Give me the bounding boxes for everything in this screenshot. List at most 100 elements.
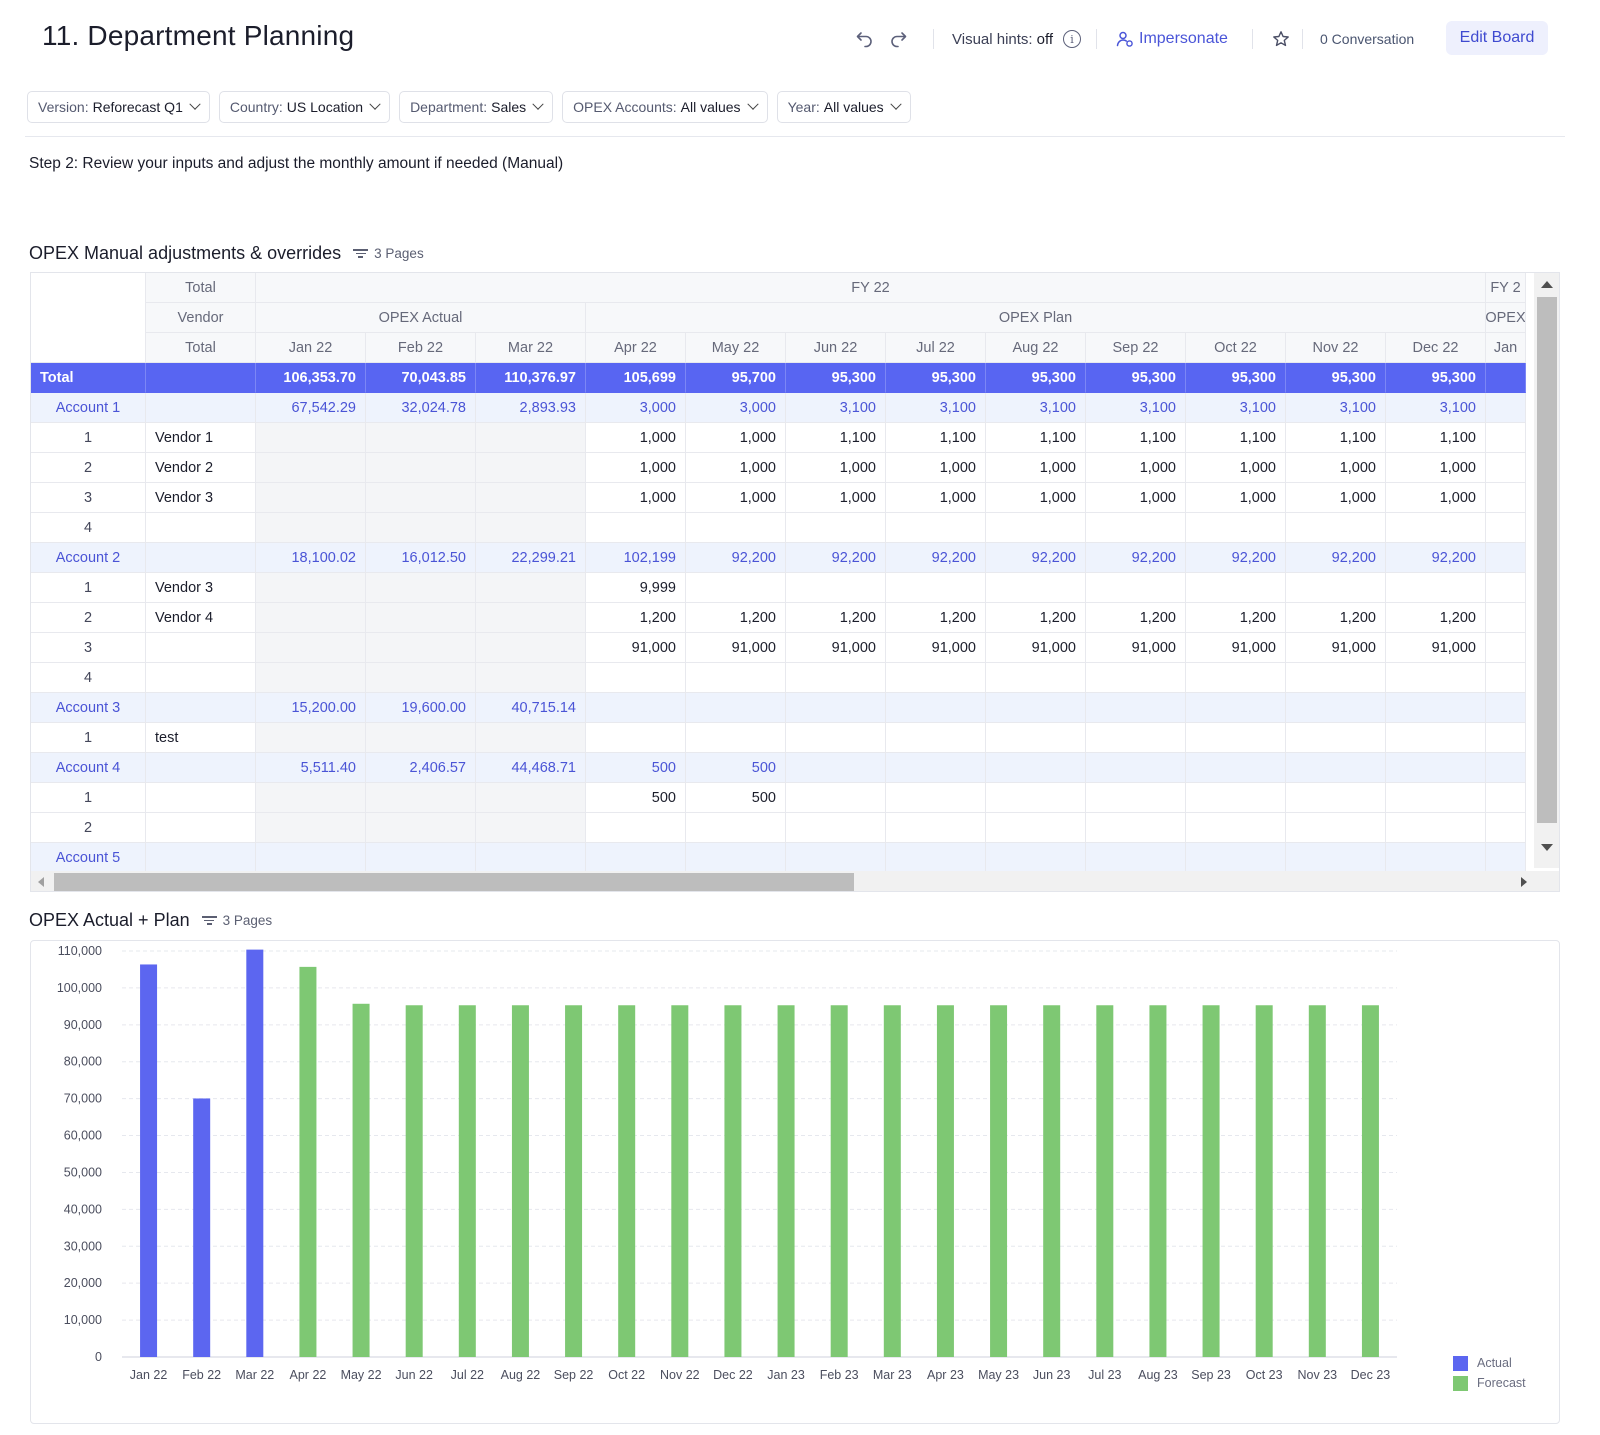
table-cell[interactable] [1486, 633, 1526, 663]
bar-forecast-12[interactable] [777, 1005, 795, 1357]
bar-forecast-5[interactable] [405, 1005, 423, 1357]
row-vendor[interactable]: Vendor 4 [146, 603, 256, 633]
table-cell[interactable] [786, 573, 886, 603]
legend-item-actual[interactable]: Actual [1453, 1353, 1526, 1373]
chart-pages-button[interactable]: 3 Pages [201, 913, 272, 928]
table-cell[interactable] [1086, 573, 1186, 603]
table-cell[interactable]: 1,000 [1386, 453, 1486, 483]
bar-actual-2[interactable] [246, 949, 264, 1357]
table-cell[interactable] [1486, 423, 1526, 453]
bar-forecast-11[interactable] [724, 1005, 742, 1357]
info-icon[interactable]: i [1063, 30, 1082, 48]
table-cell[interactable]: 1,000 [686, 423, 786, 453]
table-cell[interactable]: 1,000 [786, 453, 886, 483]
visual-hints-toggle[interactable]: Visual hints: off i [952, 24, 1082, 54]
bar-forecast-7[interactable] [511, 1005, 529, 1357]
table-cell[interactable]: 1,200 [1186, 603, 1286, 633]
table-cell[interactable]: 1,000 [1086, 483, 1186, 513]
table-cell[interactable] [786, 513, 886, 543]
row-vendor[interactable] [146, 663, 256, 693]
favorite-button[interactable] [1268, 24, 1294, 54]
legend-item-forecast[interactable]: Forecast [1453, 1373, 1526, 1393]
table-cell[interactable] [1186, 783, 1286, 813]
table-cell[interactable]: 1,000 [886, 453, 986, 483]
table-cell[interactable]: 1,000 [1186, 453, 1286, 483]
table-cell[interactable]: 1,200 [1286, 603, 1386, 633]
bar-forecast-4[interactable] [352, 1003, 370, 1357]
horizontal-scroll-thumb[interactable] [54, 873, 854, 891]
horizontal-scrollbar[interactable] [31, 871, 1559, 891]
row-vendor[interactable]: Vendor 3 [146, 483, 256, 513]
table-cell[interactable]: 1,200 [686, 603, 786, 633]
redo-button[interactable] [885, 24, 911, 54]
scroll-right-icon[interactable] [1521, 877, 1527, 887]
table-cell[interactable] [786, 813, 886, 843]
table-cell[interactable] [1486, 513, 1526, 543]
table-cell[interactable] [986, 513, 1086, 543]
table-cell[interactable] [1486, 783, 1526, 813]
table-cell[interactable] [1386, 813, 1486, 843]
scroll-left-icon[interactable] [38, 877, 44, 887]
row-vendor[interactable] [146, 783, 256, 813]
table-cell[interactable] [786, 723, 886, 753]
table-cell[interactable] [1286, 783, 1386, 813]
table-cell[interactable] [1086, 813, 1186, 843]
table-cell[interactable]: 91,000 [986, 633, 1086, 663]
bar-forecast-16[interactable] [990, 1005, 1008, 1357]
table-cell[interactable] [886, 813, 986, 843]
table-cell[interactable] [1386, 663, 1486, 693]
opex-accounts-filter[interactable]: OPEX Accounts: All values [562, 91, 768, 123]
bar-forecast-18[interactable] [1096, 1005, 1114, 1357]
department-filter[interactable]: Department: Sales [399, 91, 554, 123]
table-cell[interactable] [1486, 453, 1526, 483]
table-cell[interactable] [1286, 813, 1386, 843]
version-filter[interactable]: Version: Reforecast Q1 [27, 91, 210, 123]
table-cell[interactable] [886, 573, 986, 603]
table-cell[interactable] [586, 663, 686, 693]
table-cell[interactable]: 1,200 [886, 603, 986, 633]
vertical-scroll-thumb[interactable] [1537, 297, 1557, 823]
table-cell[interactable]: 91,000 [886, 633, 986, 663]
row-vendor[interactable]: Vendor 1 [146, 423, 256, 453]
table-cell[interactable] [1486, 483, 1526, 513]
table-cell[interactable] [986, 783, 1086, 813]
table-cell[interactable] [986, 723, 1086, 753]
impersonate-button[interactable]: Impersonate [1116, 24, 1228, 54]
table-cell[interactable] [1486, 813, 1526, 843]
table-cell[interactable]: 1,000 [1386, 483, 1486, 513]
table-cell[interactable] [1186, 573, 1286, 603]
bar-actual-0[interactable] [140, 964, 158, 1357]
table-cell[interactable] [1286, 513, 1386, 543]
table-cell[interactable]: 1,200 [786, 603, 886, 633]
table-cell[interactable] [686, 573, 786, 603]
row-vendor[interactable]: Vendor 2 [146, 453, 256, 483]
table-cell[interactable]: 91,000 [586, 633, 686, 663]
bar-forecast-19[interactable] [1149, 1005, 1167, 1357]
table-cell[interactable]: 1,000 [786, 483, 886, 513]
table-cell[interactable] [686, 813, 786, 843]
table-cell[interactable] [586, 513, 686, 543]
table-cell[interactable] [586, 723, 686, 753]
table-cell[interactable] [986, 663, 1086, 693]
table-pages-button[interactable]: 3 Pages [353, 246, 424, 261]
table-cell[interactable] [686, 723, 786, 753]
table-cell[interactable]: 1,100 [886, 423, 986, 453]
bar-forecast-17[interactable] [1043, 1005, 1061, 1357]
year-filter[interactable]: Year: All values [776, 91, 911, 123]
table-cell[interactable] [1186, 813, 1286, 843]
row-vendor[interactable]: Vendor 3 [146, 573, 256, 603]
table-cell[interactable]: 1,100 [1086, 423, 1186, 453]
scroll-down-icon[interactable] [1541, 844, 1553, 851]
table-cell[interactable]: 1,200 [586, 603, 686, 633]
table-cell[interactable] [1386, 513, 1486, 543]
row-vendor[interactable] [146, 633, 256, 663]
conversation-button[interactable]: 0 Conversation [1320, 31, 1415, 47]
table-cell[interactable] [1386, 723, 1486, 753]
table-cell[interactable]: 500 [686, 783, 786, 813]
table-cell[interactable]: 1,000 [1086, 453, 1186, 483]
table-cell[interactable] [886, 783, 986, 813]
table-cell[interactable]: 1,000 [586, 483, 686, 513]
row-vendor[interactable] [146, 513, 256, 543]
table-cell[interactable] [1286, 723, 1386, 753]
table-cell[interactable] [1486, 663, 1526, 693]
